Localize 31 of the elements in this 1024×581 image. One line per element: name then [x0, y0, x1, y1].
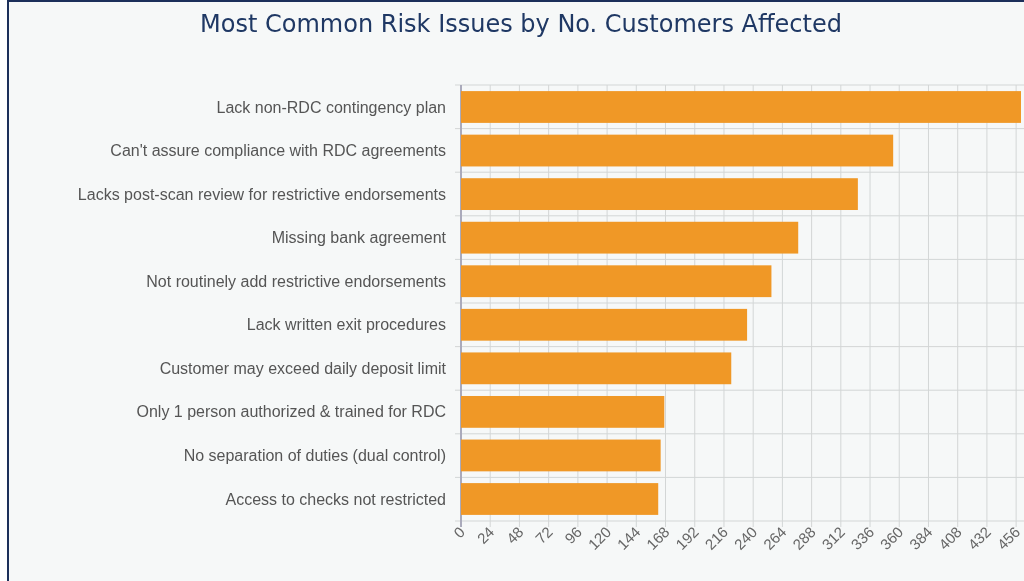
x-tick-label: 456	[993, 523, 1024, 553]
x-tick-label: 144	[613, 523, 644, 553]
y-tick-label: Only 1 person authorized & trained for RDC	[136, 403, 446, 421]
x-tick-label: 432	[964, 523, 995, 553]
x-tick-label: 72	[531, 523, 556, 547]
x-tick-label: 336	[847, 523, 878, 553]
x-tick-label: 240	[730, 523, 761, 553]
x-tick-label: 0	[450, 523, 469, 542]
y-tick-label: Lacks post-scan review for restrictive endorsements	[77, 185, 446, 203]
y-tick-label: Missing bank agreement	[271, 229, 447, 247]
y-tick-label: Can't assure compliance with RDC agreements	[110, 142, 446, 160]
x-tick-label: 96	[561, 523, 585, 547]
x-tick-label: 216	[701, 523, 732, 553]
x-tick-label: 312	[818, 523, 848, 553]
y-tick-label: No separation of duties (dual control)	[183, 447, 446, 465]
y-tick-label: Lack non-RDC contingency plan	[216, 98, 446, 116]
x-tick-label: 48	[502, 523, 527, 547]
x-tick-label: 192	[672, 523, 702, 553]
x-tick-label: 264	[759, 523, 790, 553]
x-tick-label: 360	[876, 523, 907, 553]
x-tick-label: 120	[584, 523, 615, 553]
x-tick-label: 168	[642, 523, 673, 553]
y-tick-label: Lack written exit procedures	[246, 316, 446, 334]
y-tick-label: Not routinely add restrictive endorsements	[146, 272, 446, 290]
y-tick-label: Customer may exceed daily deposit limit	[159, 359, 447, 377]
x-tick-label: 24	[473, 523, 498, 547]
x-tick-label: 288	[789, 523, 819, 553]
x-tick-label: 384	[905, 523, 936, 553]
y-tick-label: Access to checks not restricted	[225, 490, 446, 508]
x-tick-label: 408	[935, 523, 965, 553]
chart-title: Most Common Risk Issues by No. Customers Affected	[200, 10, 842, 38]
